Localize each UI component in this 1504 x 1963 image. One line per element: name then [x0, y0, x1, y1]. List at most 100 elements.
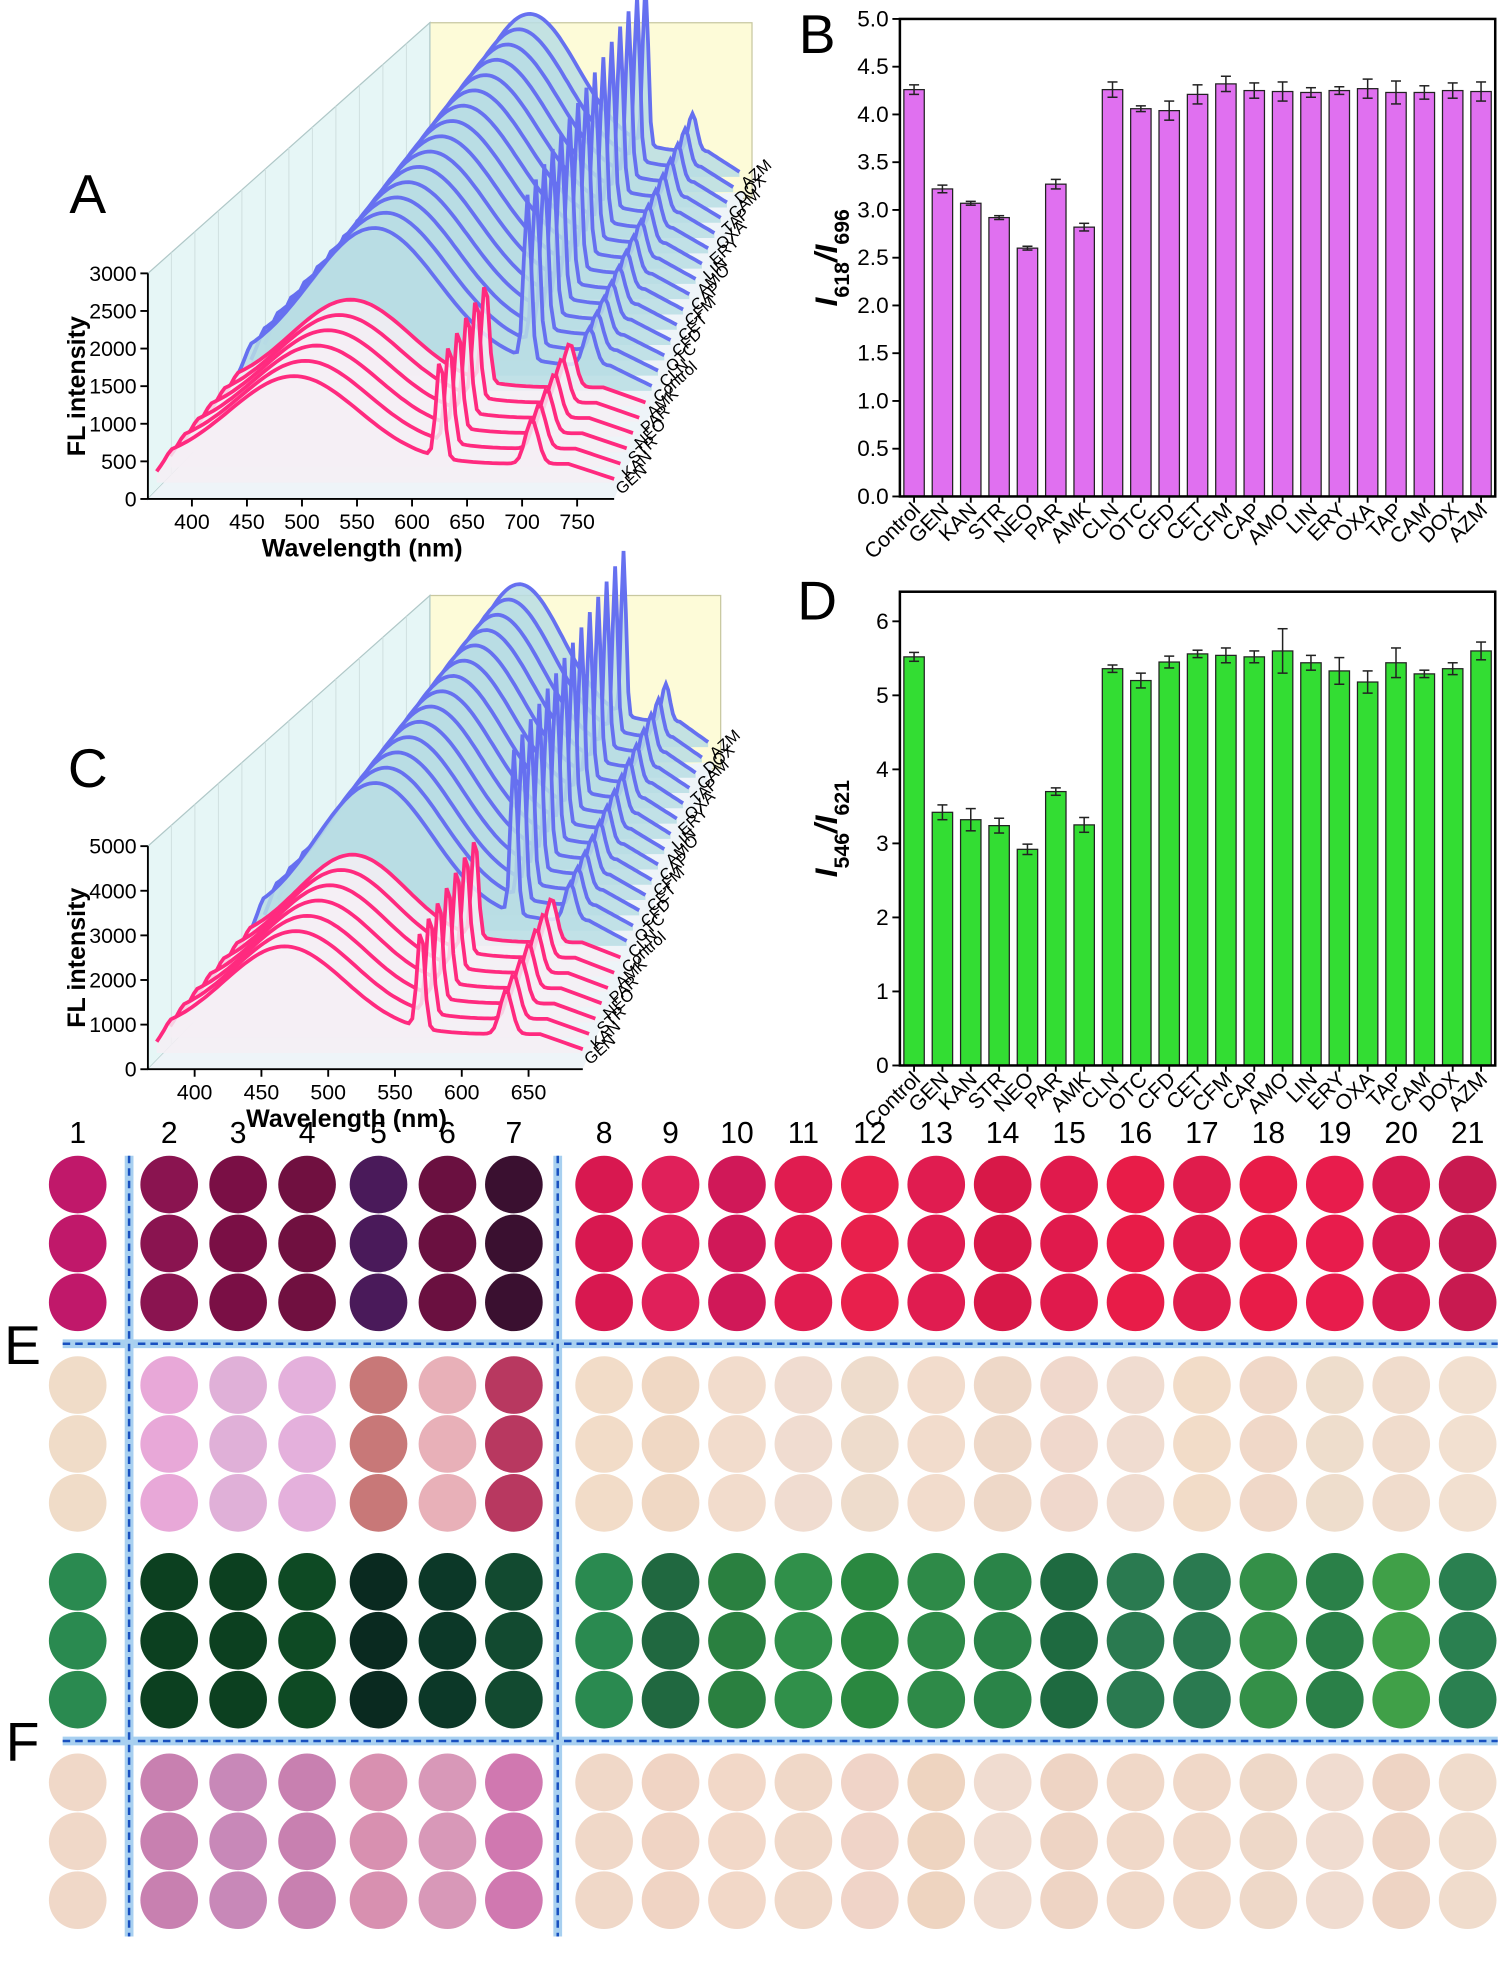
well — [641, 1670, 700, 1729]
well — [973, 1356, 1032, 1414]
error-bar — [909, 651, 920, 663]
well — [1372, 1474, 1431, 1532]
y-tick-label: 4 — [876, 757, 889, 782]
panel-label: B — [799, 3, 836, 65]
well — [209, 1474, 267, 1532]
bar — [1271, 90, 1294, 498]
bar — [903, 656, 925, 1067]
well — [575, 1273, 633, 1332]
well — [1305, 1356, 1364, 1414]
well — [1438, 1670, 1497, 1729]
column-number: 4 — [299, 1117, 316, 1150]
well — [349, 1670, 408, 1729]
x-tick-label: 700 — [504, 510, 540, 534]
well — [641, 1474, 700, 1532]
well — [48, 1812, 107, 1871]
well — [774, 1415, 833, 1473]
well — [1372, 1356, 1431, 1414]
well — [418, 1155, 477, 1214]
well — [774, 1474, 833, 1532]
error-bar — [1447, 82, 1458, 99]
x-tick-label: 550 — [339, 510, 375, 534]
well — [418, 1273, 477, 1332]
column-number: 5 — [370, 1117, 387, 1150]
well — [1239, 1670, 1298, 1729]
error-bar — [1107, 81, 1118, 99]
spectrum — [235, 194, 653, 388]
well — [1372, 1415, 1431, 1473]
error-bar — [1390, 647, 1402, 679]
well — [140, 1611, 199, 1670]
bar — [1356, 681, 1379, 1067]
y-tick-label: 1500 — [89, 375, 137, 399]
bar — [1186, 653, 1209, 1067]
bar — [1413, 91, 1436, 498]
error-bar — [1362, 670, 1373, 694]
well — [1040, 1553, 1098, 1611]
x-tick-label: 450 — [229, 510, 265, 534]
well — [485, 1214, 543, 1273]
well — [1239, 1753, 1298, 1812]
well — [1305, 1553, 1364, 1611]
spectrum — [249, 749, 628, 943]
well — [973, 1753, 1032, 1812]
y-tick-label: 3.5 — [857, 150, 888, 175]
well — [840, 1670, 899, 1729]
well — [1040, 1670, 1098, 1729]
error-bar — [937, 804, 948, 821]
bar — [1385, 91, 1407, 498]
well — [973, 1415, 1032, 1473]
well — [418, 1474, 477, 1532]
well — [1438, 1356, 1497, 1414]
column-number: 10 — [720, 1117, 753, 1150]
spectrum — [235, 841, 622, 960]
bar — [1044, 790, 1067, 1067]
well — [140, 1356, 199, 1414]
error-bar — [1022, 245, 1033, 251]
well — [774, 1553, 833, 1611]
well — [485, 1753, 543, 1812]
spectrum — [168, 347, 621, 466]
well — [1173, 1871, 1231, 1930]
bar — [1470, 650, 1492, 1067]
well — [708, 1553, 766, 1611]
well — [973, 1155, 1032, 1214]
y-tick-label: 1 — [876, 979, 889, 1004]
well — [48, 1670, 107, 1729]
column-number: 6 — [439, 1117, 456, 1150]
x-tick-label: 500 — [310, 1080, 346, 1104]
x-tick-label: 750 — [559, 510, 595, 534]
well — [349, 1611, 408, 1670]
well — [1040, 1273, 1098, 1332]
error-bar — [1249, 82, 1260, 99]
well — [1040, 1155, 1098, 1214]
bar — [1356, 88, 1379, 498]
well — [840, 1474, 899, 1532]
well — [1372, 1611, 1431, 1670]
error-bar — [1419, 669, 1430, 679]
well — [485, 1670, 543, 1729]
bar — [1243, 89, 1266, 498]
well — [1438, 1273, 1497, 1332]
column-number: 21 — [1451, 1117, 1484, 1150]
well — [907, 1553, 966, 1611]
well — [575, 1871, 633, 1930]
well — [1173, 1415, 1231, 1473]
error-bar — [1334, 656, 1345, 685]
y-tick-label: 5.0 — [857, 6, 888, 31]
error-bar — [1050, 178, 1061, 190]
bar — [1016, 848, 1039, 1067]
well — [641, 1553, 700, 1611]
well — [1438, 1474, 1497, 1532]
spectrum-fill — [156, 934, 583, 1053]
y-axis-label-part: /I — [809, 814, 844, 835]
well — [1372, 1670, 1431, 1729]
y-tick-label: 3 — [876, 831, 889, 856]
well — [575, 1670, 633, 1729]
y-axis-label: I618/I696 — [809, 209, 854, 306]
well — [1239, 1553, 1298, 1611]
well — [1239, 1214, 1298, 1273]
well — [708, 1155, 766, 1214]
error-bar — [909, 84, 920, 96]
